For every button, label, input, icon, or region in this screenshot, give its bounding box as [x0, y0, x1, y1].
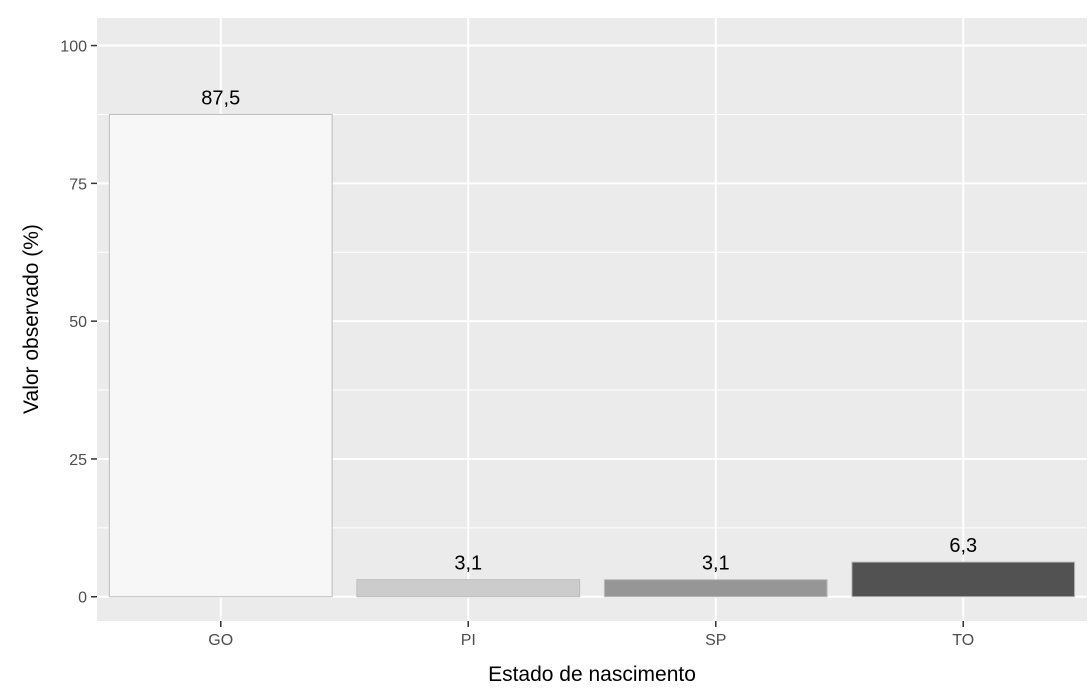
data-label-pi: 3,1	[454, 553, 482, 575]
data-label-to: 6,3	[949, 535, 977, 557]
y-tick-label: 25	[69, 452, 87, 469]
bar-to	[851, 561, 1076, 598]
bar-pi	[356, 579, 581, 598]
y-axis-title: Valor observado (%)	[20, 224, 43, 414]
x-axis: GO PI SP TO	[208, 621, 974, 649]
x-tick-label: GO	[208, 632, 233, 649]
data-label-sp: 3,1	[702, 553, 730, 575]
data-labels: 87,5 3,1 3,1 6,3	[201, 87, 977, 574]
data-label-go: 87,5	[201, 87, 240, 109]
bar-go	[108, 113, 333, 598]
x-tick-label: PI	[461, 632, 476, 649]
y-axis: 0 25 50 75 100	[60, 39, 97, 607]
y-tick-label: 75	[69, 176, 87, 193]
y-tick-label: 0	[78, 590, 87, 607]
bar-sp	[603, 579, 828, 598]
x-tick-label: TO	[952, 632, 974, 649]
bars	[108, 113, 1076, 598]
x-tick-label: SP	[705, 632, 726, 649]
y-tick-label: 50	[69, 314, 87, 331]
y-tick-label: 100	[60, 39, 87, 56]
x-axis-title: Estado de nascimento	[488, 663, 696, 686]
